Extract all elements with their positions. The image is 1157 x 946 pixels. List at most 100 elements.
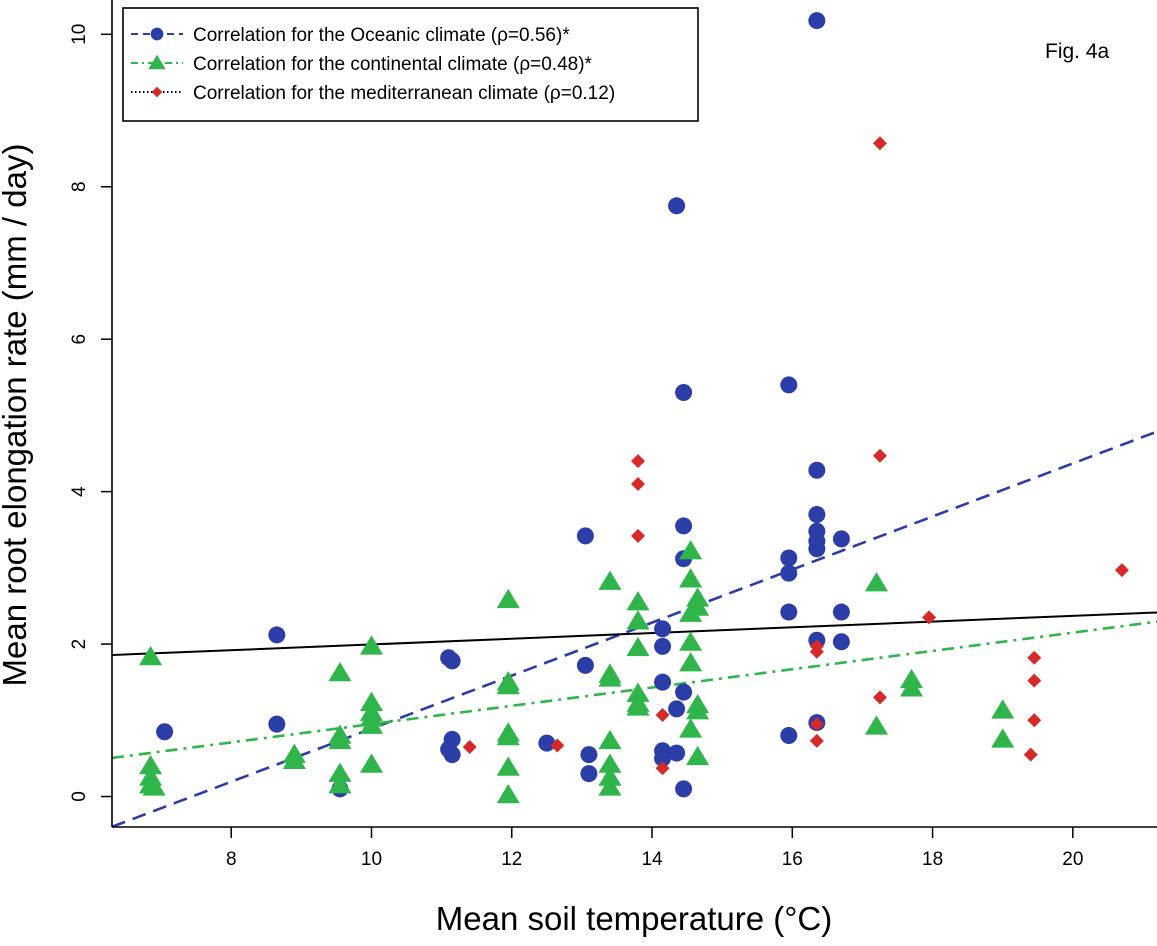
data-point-mediterranean (1023, 747, 1038, 762)
data-point-continental (142, 776, 166, 796)
data-point-oceanic (832, 530, 850, 548)
data-point-oceanic (808, 540, 826, 558)
legend: Correlation for the Oceanic climate (ρ=0… (122, 7, 699, 122)
data-point-oceanic (654, 749, 672, 767)
data-point-oceanic (832, 633, 850, 651)
data-point-oceanic (675, 517, 693, 535)
data-point-continental (496, 726, 520, 746)
data-point-continental (328, 662, 352, 682)
data-point-continental (686, 596, 710, 616)
data-point-oceanic (580, 765, 598, 783)
x-tick-label: 8 (226, 849, 237, 870)
data-point-oceanic (654, 673, 672, 691)
data-point-continental (679, 652, 703, 672)
data-point-mediterranean (1114, 563, 1129, 578)
data-point-mediterranean (1027, 650, 1042, 665)
data-point-oceanic (576, 656, 594, 674)
data-point-mediterranean (1027, 713, 1042, 728)
data-point-oceanic (268, 626, 286, 644)
data-point-oceanic (668, 197, 686, 215)
data-point-mediterranean (809, 733, 824, 748)
data-point-continental (626, 591, 650, 611)
x-tick-label: 14 (641, 849, 663, 870)
data-point-continental (598, 766, 622, 786)
data-point-oceanic (443, 746, 461, 764)
data-point-continental (282, 749, 306, 769)
data-point-continental (626, 696, 650, 716)
x-tick-label: 18 (922, 849, 943, 870)
x-tick-label: 20 (1062, 849, 1083, 870)
data-point-continental (679, 540, 703, 560)
data-point-continental (496, 783, 520, 804)
data-point-continental (328, 762, 352, 782)
data-point-mediterranean (655, 707, 670, 722)
data-point-continental (496, 588, 520, 609)
data-point-mediterranean (922, 610, 937, 625)
data-point-continental (626, 636, 650, 657)
data-point-continental (626, 610, 650, 630)
data-point-oceanic (576, 527, 594, 545)
data-point-mediterranean (809, 717, 824, 732)
data-point-mediterranean (872, 136, 887, 151)
x-axis-label: Mean soil temperature (°C) (436, 900, 833, 937)
figure-annotation: Fig. 4a (1045, 40, 1110, 63)
data-point-continental (359, 714, 384, 734)
legend-label: Correlation for the Oceanic climate (ρ=0… (193, 25, 570, 46)
data-point-continental (686, 700, 710, 720)
data-point-mediterranean (462, 739, 477, 754)
x-tick-label: 10 (361, 849, 382, 870)
data-point-continental (899, 677, 924, 697)
data-point-oceanic (443, 652, 461, 670)
data-point-mediterranean (872, 690, 887, 705)
data-point-continental (864, 715, 889, 735)
data-point-continental (328, 729, 352, 750)
legend-marker (151, 86, 163, 98)
data-point-continental (626, 682, 650, 702)
data-point-mediterranean (809, 644, 824, 659)
y-tick-label: 10 (69, 24, 90, 45)
data-point-mediterranean (631, 477, 646, 492)
data-point-oceanic (675, 384, 693, 402)
data-point-oceanic (780, 376, 798, 394)
data-point-mediterranean (655, 761, 670, 776)
data-point-continental (496, 756, 520, 776)
data-point-continental (359, 753, 384, 773)
data-point-oceanic (832, 603, 850, 621)
legend-marker (150, 27, 164, 41)
data-point-oceanic (675, 780, 693, 798)
data-point-continental (496, 674, 520, 695)
data-point-mediterranean (631, 454, 646, 469)
data-point-continental (598, 776, 622, 796)
x-tick-label: 12 (501, 849, 522, 870)
legend-label: Correlation for the mediterranean climat… (193, 83, 615, 104)
data-point-continental (864, 572, 889, 592)
data-point-continental (679, 631, 703, 651)
x-tick-label: 16 (782, 849, 803, 870)
data-points (139, 12, 1129, 804)
data-point-continental (598, 570, 622, 590)
y-tick-label: 4 (69, 486, 90, 497)
data-point-mediterranean (550, 738, 565, 753)
data-point-continental (598, 753, 622, 773)
data-point-continental (359, 635, 384, 655)
data-point-oceanic (808, 12, 826, 30)
legend-label: Correlation for the continental climate … (193, 54, 593, 75)
legend-box (122, 7, 699, 122)
data-point-oceanic (780, 603, 798, 621)
fit-line-mediterranean (112, 611, 1157, 657)
data-point-oceanic (538, 734, 556, 752)
y-axis-label: Mean root elongation rate (mm / day) (0, 144, 33, 687)
data-point-oceanic (668, 700, 686, 718)
data-point-oceanic (780, 564, 798, 582)
data-point-continental (359, 691, 384, 712)
data-point-continental (991, 699, 1015, 719)
data-point-continental (991, 728, 1015, 748)
data-point-continental (598, 729, 622, 750)
data-point-continental (679, 718, 703, 738)
data-point-mediterranean (1027, 673, 1042, 688)
data-point-continental (679, 568, 703, 588)
y-tick-label: 0 (69, 791, 90, 802)
data-point-mediterranean (631, 528, 646, 543)
